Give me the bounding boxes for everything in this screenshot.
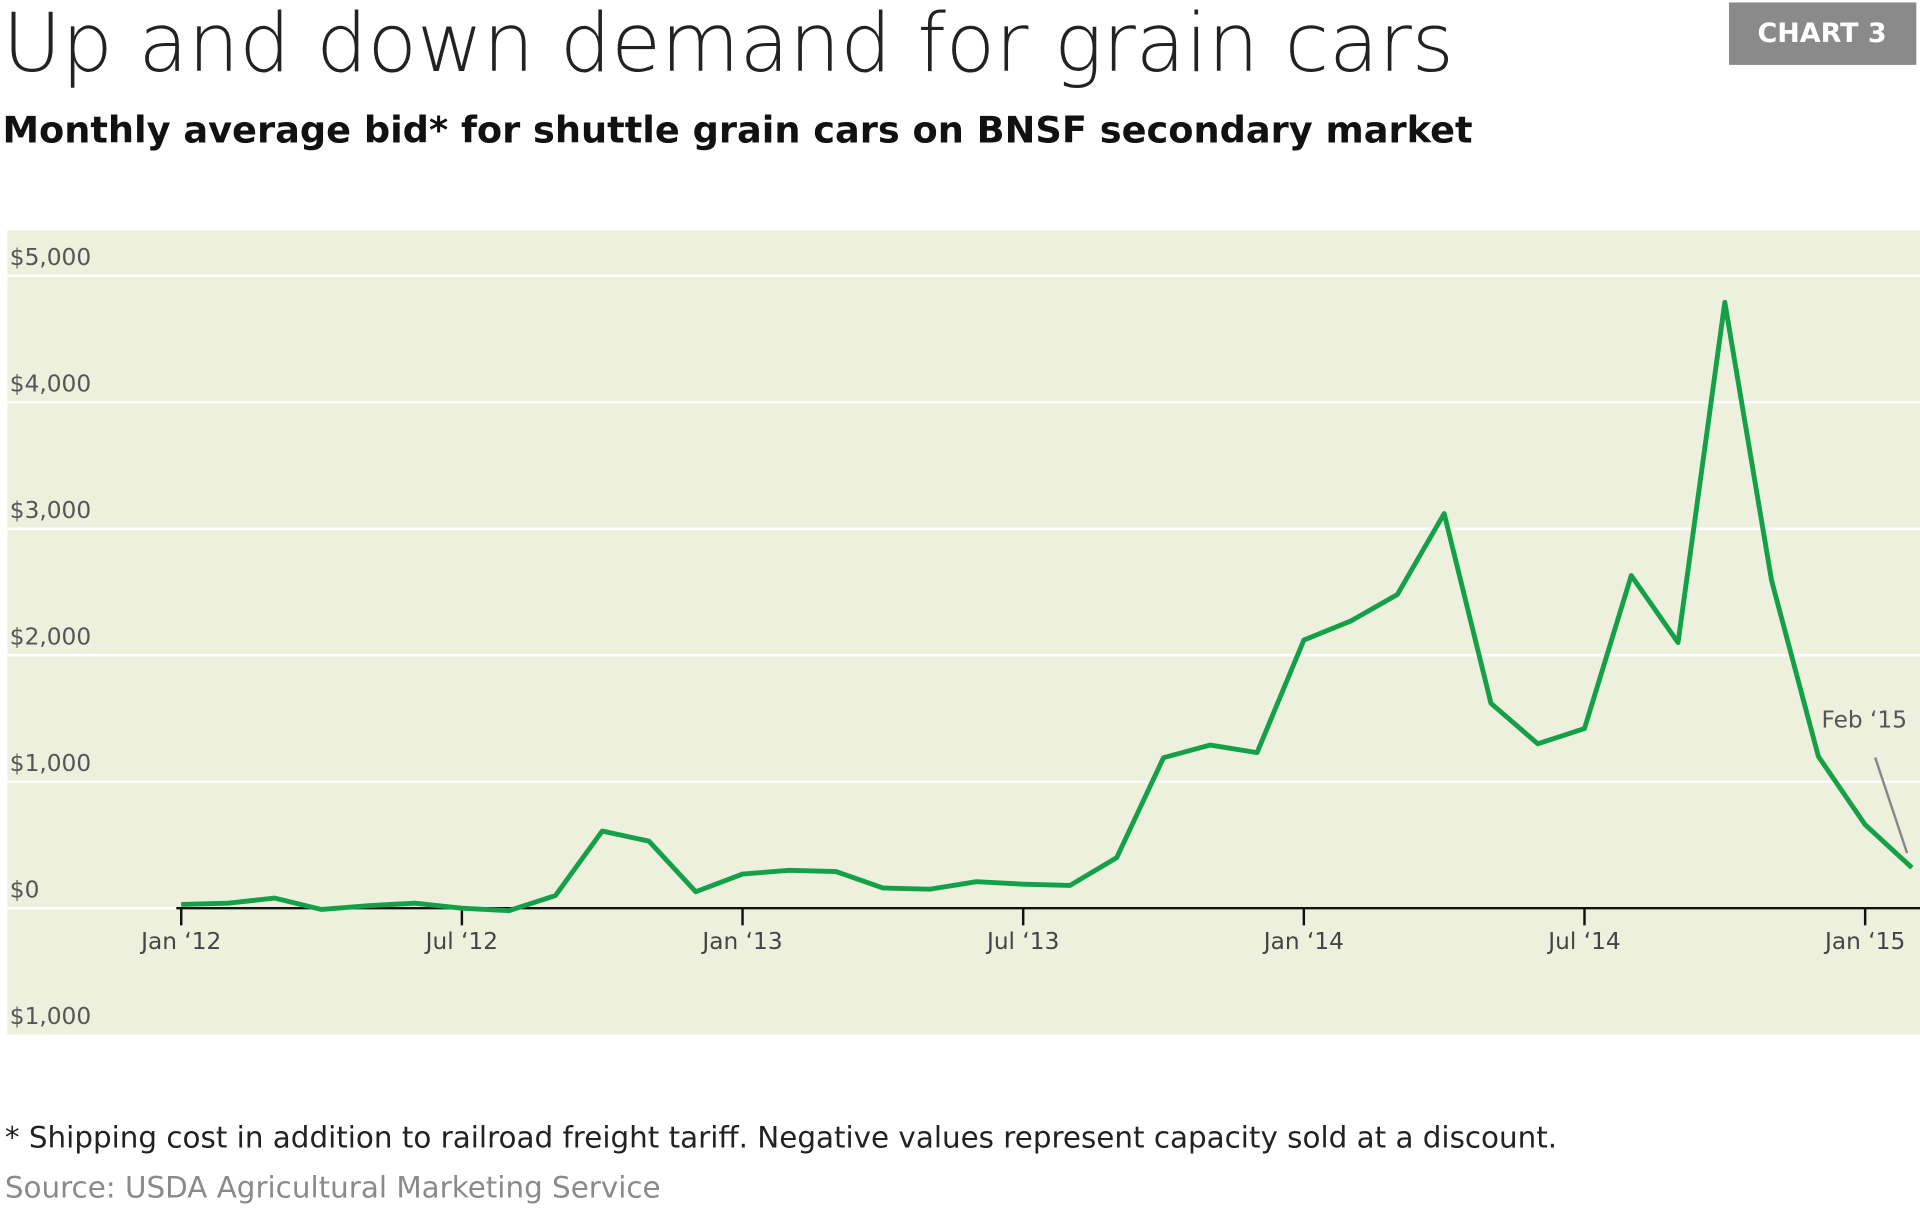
footnote: * Shipping cost in addition to railroad … bbox=[5, 1120, 1557, 1154]
badge-box bbox=[1728, 2, 1917, 65]
x-tick-label: Jan ‘13 bbox=[700, 928, 782, 955]
chart-subtitle: Monthly average bid* for shuttle grain c… bbox=[2, 109, 1472, 152]
x-tick-label: Jul ‘13 bbox=[985, 928, 1059, 955]
y-tick-label: $1,000 bbox=[10, 1003, 91, 1030]
badge: CHART 3 bbox=[1757, 18, 1886, 49]
y-tick-label: $2,000 bbox=[10, 624, 91, 651]
annotation-leader bbox=[1874, 757, 1909, 854]
y-tick-label: $0 bbox=[10, 877, 40, 904]
source: Source: USDA Agricultural Marketing Serv… bbox=[5, 1170, 661, 1204]
plot-area bbox=[7, 230, 1920, 1035]
annotation: Feb ‘15 bbox=[1821, 706, 1907, 733]
x-tick-label: Jul ‘14 bbox=[1546, 928, 1620, 955]
x-tick-label: Jan ‘15 bbox=[1823, 928, 1905, 955]
data-line bbox=[181, 299, 1914, 914]
y-tick-label: $4,000 bbox=[10, 371, 91, 398]
y-tick-label: $3,000 bbox=[10, 497, 91, 524]
y-tick-label: $5,000 bbox=[10, 244, 91, 271]
x-tick-label: Jan ‘12 bbox=[139, 928, 221, 955]
x-tick-label: Jan ‘14 bbox=[1262, 928, 1344, 955]
chart-title: Up and down demand for grain cars bbox=[2, 0, 1453, 91]
y-tick-label: $1,000 bbox=[10, 750, 91, 777]
x-tick-label: Jul ‘12 bbox=[424, 928, 498, 955]
